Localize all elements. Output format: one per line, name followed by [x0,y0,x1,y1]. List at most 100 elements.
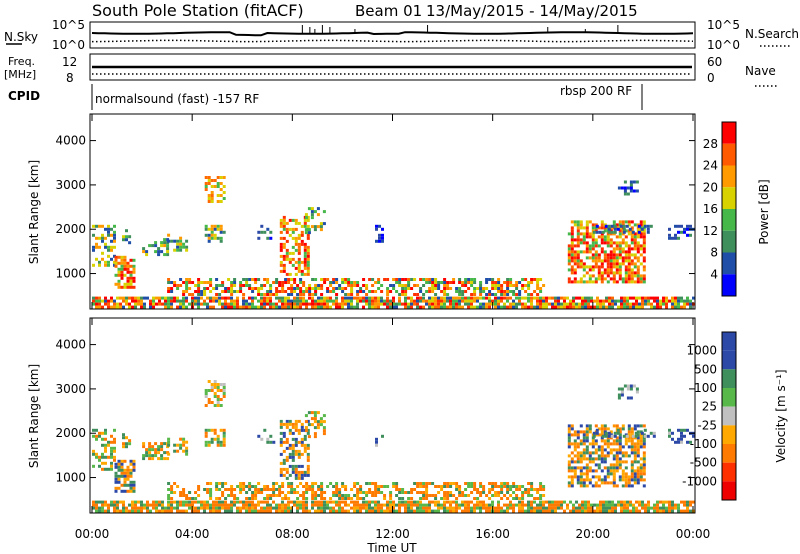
data-cell [126,276,130,280]
data-cell [160,250,164,254]
data-cell [104,503,107,507]
data-cell [621,232,625,236]
data-cell [123,483,127,487]
data-cell [203,506,206,510]
data-cell [101,233,104,237]
data-cell [161,302,164,306]
data-cell [164,509,167,513]
data-cell [113,233,116,237]
data-cell [434,503,437,507]
data-cell [458,281,462,284]
data-cell [215,497,219,500]
data-cell [612,454,616,458]
data-cell [95,236,98,240]
data-cell [606,445,610,449]
data-cell [467,506,470,510]
data-cell [623,384,627,388]
data-cell [272,485,276,488]
data-cell [218,284,222,287]
data-cell [434,500,437,504]
data-cell [615,448,619,452]
data-cell [621,484,625,488]
data-cell [618,463,622,467]
data-cell [479,293,483,296]
data-cell [638,302,641,306]
data-cell [635,500,638,504]
data-cell [407,284,411,287]
data-cell [557,503,560,507]
data-cell [572,302,575,306]
data-cell [563,305,566,309]
data-cell [620,390,624,394]
data-cell [627,229,631,233]
data-cell [218,482,222,485]
data-cell [629,183,633,187]
data-cell [455,509,458,513]
data-cell [375,227,378,231]
data-cell [308,293,312,296]
data-cell [624,277,628,281]
data-cell [582,241,586,245]
data-cell [398,284,402,287]
data-cell [122,305,125,309]
data-cell [151,457,155,461]
data-cell [485,293,489,296]
data-cell [142,250,146,254]
data-cell [279,230,283,234]
data-cell [92,299,95,303]
data-cell [126,468,130,472]
data-cell [131,299,134,303]
data-cell [600,457,604,461]
data-cell [464,500,467,504]
colorbar-tick-label: 8 [710,246,718,260]
data-cell [557,302,560,306]
data-cell [308,290,312,293]
data-cell [582,232,586,236]
data-cell [143,503,146,507]
data-cell [612,439,616,443]
data-cell [413,293,417,296]
data-cell [576,481,580,485]
data-cell [689,305,692,309]
data-cell [287,509,290,513]
data-cell [612,265,616,269]
data-cell [200,293,204,296]
data-cell [126,267,130,271]
data-cell [281,509,284,513]
data-cell [383,497,387,500]
data-cell [617,393,621,397]
data-cell [285,437,289,441]
data-cell [213,392,217,395]
data-cell [585,472,589,476]
data-cell [148,451,152,455]
data-cell [266,278,270,281]
data-cell [282,224,286,228]
data-cell [140,299,143,303]
data-cell [120,285,124,289]
data-cell [618,277,622,281]
data-cell [594,277,598,281]
data-cell [573,460,577,464]
data-cell [218,299,221,303]
data-cell [419,500,422,504]
data-cell [563,509,566,513]
data-cell [104,467,107,471]
data-cell [570,265,574,269]
data-cell [407,278,411,281]
data-cell [287,491,291,494]
data-cell [618,274,622,278]
data-cell [170,287,174,290]
data-cell [614,506,617,510]
data-cell [440,296,443,300]
data-cell [567,268,571,272]
data-cell [146,500,149,504]
data-cell [313,411,317,415]
power-y-label: Slant Range [km] [27,160,41,264]
data-cell [407,302,410,306]
data-cell [362,491,366,494]
data-cell [606,436,610,440]
data-cell [222,395,226,398]
data-cell [488,302,491,306]
data-cell [260,500,263,504]
data-cell [425,491,429,494]
